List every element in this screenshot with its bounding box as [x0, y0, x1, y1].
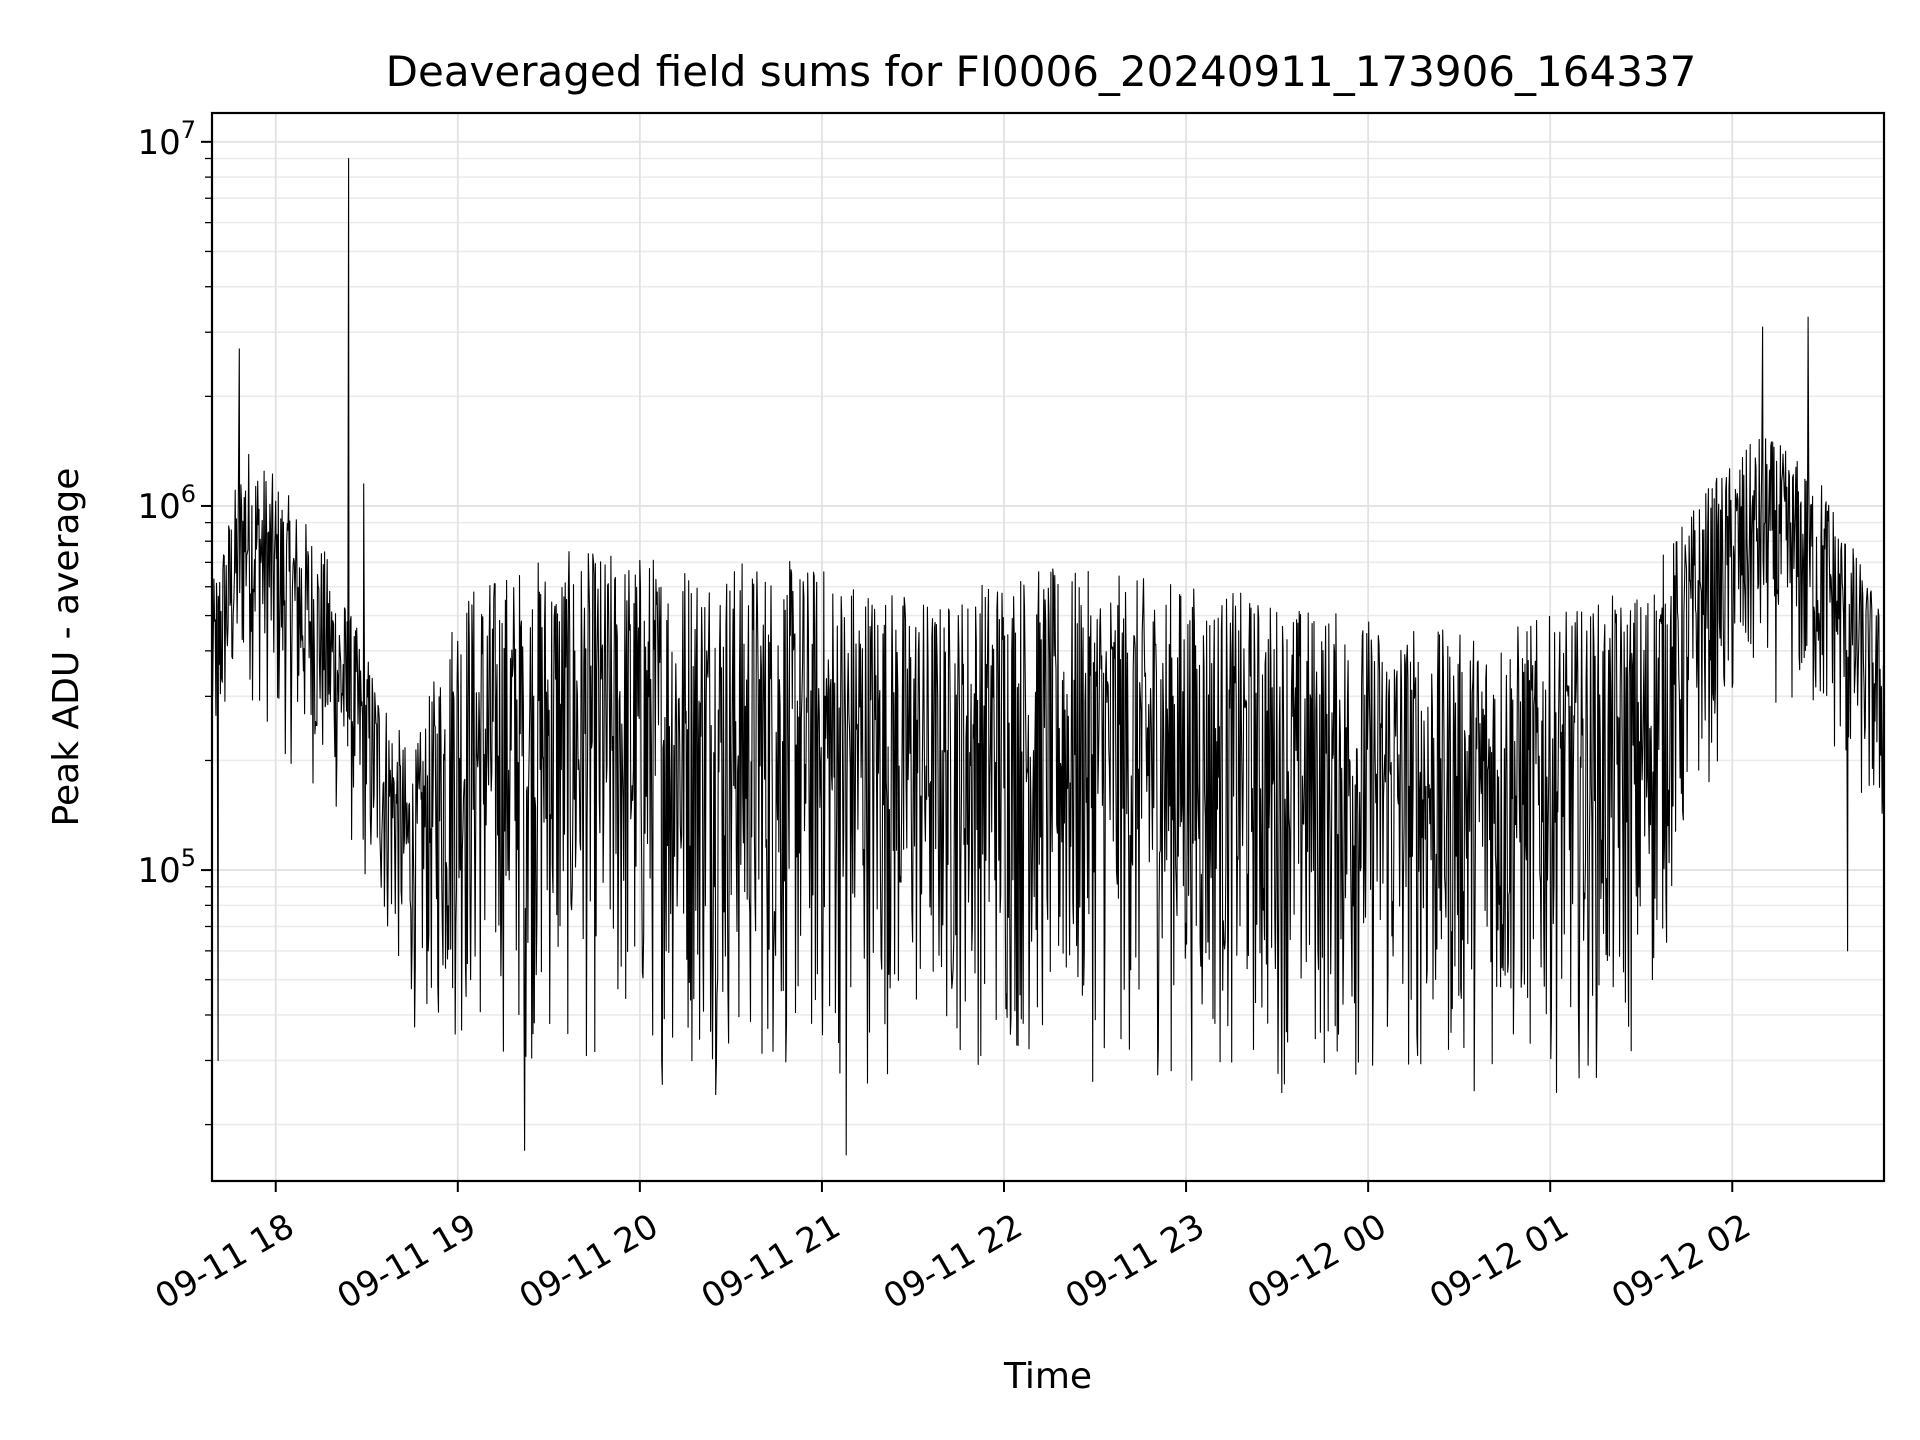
chart-title: Deaveraged field sums for FI0006_2024091… [386, 47, 1697, 96]
x-tick-label: 09-11 21 [695, 1206, 847, 1317]
y-tick-label: 105 [137, 844, 196, 891]
x-tick-label: 09-11 18 [149, 1206, 301, 1317]
x-tick-label: 09-11 20 [513, 1206, 665, 1317]
y-tick-label: 106 [137, 480, 196, 527]
x-tick-label: 09-12 00 [1241, 1206, 1393, 1317]
y-axis-label: Peak ADU - average [46, 468, 87, 827]
x-tick-label: 09-11 22 [877, 1206, 1029, 1317]
y-axis: 105 106 107 [137, 116, 212, 1126]
x-tick-label: 09-11 19 [331, 1206, 483, 1317]
x-axis: 09-11 18 09-11 19 09-11 20 09-11 21 09-11 22… [149, 1181, 1758, 1317]
series-path [211, 157, 1885, 1156]
x-tick-label: 09-11 23 [1059, 1206, 1211, 1317]
plot-area [210, 111, 1886, 1183]
x-tick-label: 09-12 02 [1605, 1206, 1757, 1317]
x-tick-label: 09-12 01 [1423, 1206, 1575, 1317]
plot-frame [210, 111, 1886, 1183]
series-line [211, 157, 1885, 1156]
y-tick-label: 107 [137, 116, 196, 163]
x-axis-label: Time [1003, 1356, 1092, 1397]
